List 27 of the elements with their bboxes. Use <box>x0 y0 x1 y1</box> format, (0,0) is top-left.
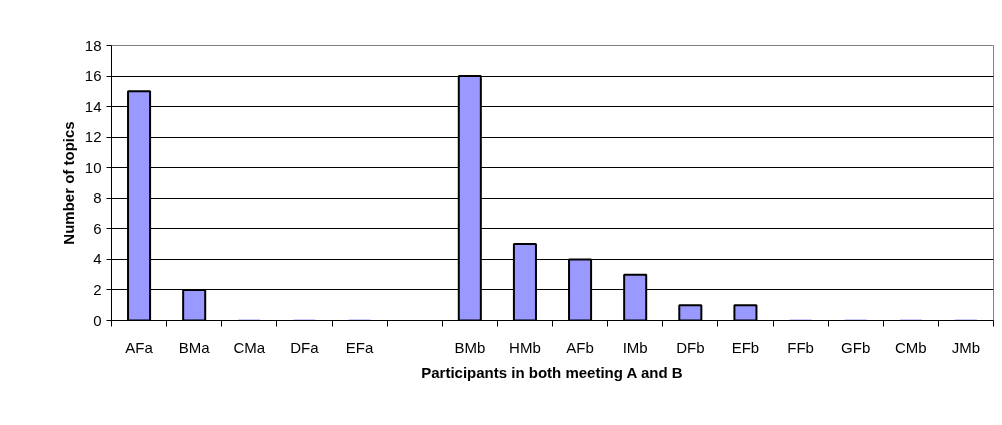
y-tick-label: 8 <box>93 189 102 207</box>
x-tick-label: DFb <box>676 338 705 356</box>
y-axis-title: Number of topics <box>59 121 77 245</box>
y-tick-label: 14 <box>84 97 102 115</box>
x-tick-label: HMb <box>509 338 541 356</box>
y-tick-label: 2 <box>93 280 102 298</box>
y-tick-label: 4 <box>93 250 102 268</box>
x-axis-title: Participants in both meeting A and B <box>421 363 683 381</box>
y-tick-label: 6 <box>93 219 102 237</box>
x-tick-label: EFb <box>731 338 760 356</box>
x-tick-label: BMb <box>454 338 486 356</box>
x-tick-label: DFa <box>290 338 320 356</box>
y-tick-label: 12 <box>84 128 102 146</box>
x-tick-label: JMb <box>951 338 981 356</box>
y-tick-label: 18 <box>84 36 102 54</box>
x-tick-label: AFb <box>566 338 594 356</box>
x-tick-label: IMb <box>622 338 648 356</box>
x-tick-label: FFb <box>787 338 814 356</box>
x-tick-label: EFa <box>345 338 374 356</box>
y-tick-label: 0 <box>93 311 102 329</box>
x-tick-label: BMa <box>178 338 211 356</box>
y-tick-label: 10 <box>84 158 102 176</box>
x-tick-label: AFa <box>125 338 154 356</box>
x-tick-label: CMb <box>894 338 927 356</box>
x-tick-label: CMa <box>233 338 266 356</box>
y-tick-label: 16 <box>84 67 102 85</box>
x-tick-label: GFb <box>841 338 871 356</box>
